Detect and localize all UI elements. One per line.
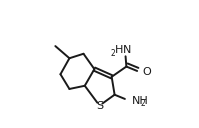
Text: H: H bbox=[115, 45, 123, 55]
Text: 2: 2 bbox=[110, 49, 115, 58]
Text: NH: NH bbox=[132, 96, 149, 106]
Text: O: O bbox=[142, 67, 151, 77]
Text: 2: 2 bbox=[141, 99, 146, 108]
Text: N: N bbox=[123, 45, 132, 55]
Text: S: S bbox=[96, 101, 103, 111]
